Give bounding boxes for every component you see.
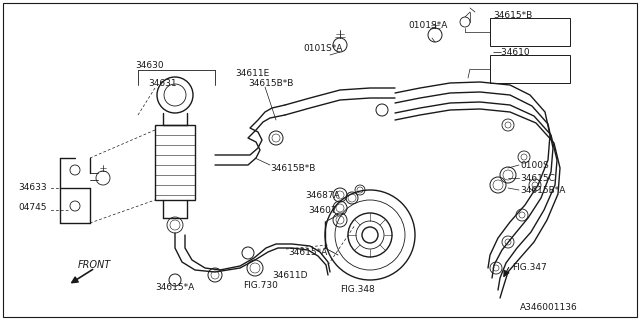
Text: 34630: 34630 [135, 60, 164, 69]
Text: 34615B*A: 34615B*A [520, 186, 565, 195]
Text: 34615C: 34615C [520, 173, 555, 182]
Text: 34615*A: 34615*A [288, 247, 327, 257]
Text: 34633: 34633 [18, 182, 47, 191]
Text: FIG.347: FIG.347 [512, 263, 547, 273]
Text: 34615B*B: 34615B*B [270, 164, 316, 172]
Text: —34610: —34610 [493, 47, 531, 57]
Text: 04745: 04745 [18, 203, 47, 212]
Bar [155, 125, 195, 200]
Text: 0101S*A: 0101S*A [303, 44, 342, 52]
Text: FIG.730: FIG.730 [243, 282, 278, 291]
Text: A346001136: A346001136 [520, 303, 578, 313]
Text: 34687A: 34687A [305, 190, 340, 199]
Bar [490, 18, 570, 46]
Text: 34611D: 34611D [272, 270, 307, 279]
Text: 0100S: 0100S [520, 161, 548, 170]
Text: 34615*A: 34615*A [155, 284, 195, 292]
Text: 0101S*A: 0101S*A [408, 20, 447, 29]
Text: 34615*B: 34615*B [493, 11, 532, 20]
Bar [490, 55, 570, 83]
Text: FIG.348: FIG.348 [340, 285, 375, 294]
Text: 34607: 34607 [308, 205, 337, 214]
Text: 34615B*B: 34615B*B [248, 78, 293, 87]
Text: 34631: 34631 [148, 78, 177, 87]
Text: FRONT: FRONT [78, 260, 111, 270]
Text: 34611E: 34611E [235, 68, 269, 77]
